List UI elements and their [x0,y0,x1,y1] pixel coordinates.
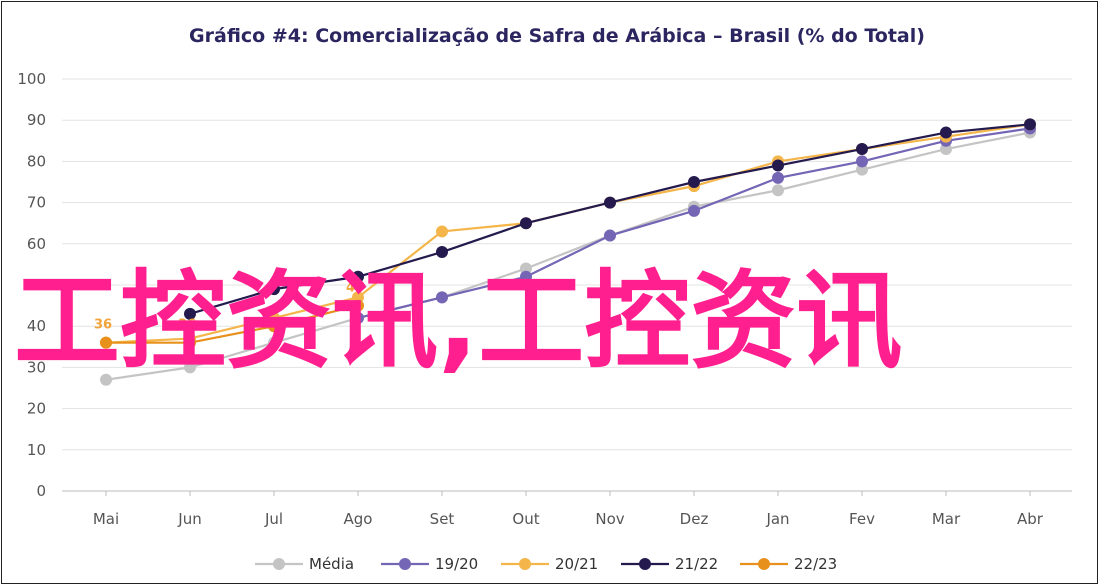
legend-item: 19/20 [381,555,478,573]
y-tick-label: 10 [27,441,46,459]
series-22/23 [100,299,364,349]
data-point [352,311,364,324]
data-labels: 36 36 45 [94,281,364,333]
data-point [352,299,364,312]
data-point [940,143,952,156]
x-tick-label: Mai [93,510,119,528]
series-19/20 [352,122,1036,324]
data-point [100,373,112,386]
data-point [184,361,196,374]
legend-label: 22/23 [794,555,837,573]
data-label: 36 [94,318,112,333]
y-tick-label: 0 [36,482,46,500]
data-point [604,229,616,242]
data-point [268,311,280,324]
data-point [100,336,112,349]
data-label: 45 [346,281,364,296]
data-point [940,126,952,139]
data-point [856,163,868,176]
x-tick-label: Nov [595,510,624,528]
data-point [520,262,532,275]
data-point [352,291,364,304]
x-tick-label: Mar [932,510,961,528]
data-point [604,196,616,209]
legend-item: Média [255,555,354,573]
data-point [688,204,700,217]
legend: Média 19/20 20/21 21/22 22/23 [255,555,837,573]
y-tick-label: 50 [27,276,46,294]
series-line [105,131,1031,381]
watermark-text: 工控资讯,工控资讯 [14,260,902,383]
legend-item: 22/23 [740,555,837,573]
data-point [688,176,700,188]
data-point [268,283,280,296]
y-tick-label: 90 [27,111,46,129]
legend-label: 19/20 [435,555,478,573]
data-point [436,225,448,238]
legend-swatch-marker [639,558,651,570]
y-tick-label: 20 [27,400,46,418]
legend-swatch-marker [273,558,285,570]
x-tick-label: Out [512,510,539,528]
x-axis-ticks: Mai Jun Jul Ago Set Out Nov Dez Jan Fev Mar Abr [93,491,1044,528]
series-group [100,118,1036,386]
y-axis-ticks: 0 10 20 30 40 50 60 70 80 90 100 [17,70,46,500]
legend-label: 21/22 [675,555,718,573]
chart-title: Gráfico #4: Comercialização de Safra de … [189,25,925,47]
x-tick-label: Dez [680,510,709,528]
data-point [772,171,784,184]
legend-label: Média [309,555,354,573]
data-point [856,143,868,156]
y-tick-label: 30 [27,358,46,376]
x-tick-label: Jul [264,510,283,528]
series-21/22 [184,118,1036,320]
x-tick-label: Abr [1017,510,1044,528]
legend-swatch-marker [399,558,411,570]
legend-label: 20/21 [555,555,598,573]
legend-swatch-marker [758,558,770,570]
x-tick-label: Jan [765,510,789,528]
data-point [268,336,280,349]
y-tick-label: 40 [27,317,46,335]
legend-item: 21/22 [621,555,718,573]
legend-item: 20/21 [501,555,598,573]
data-point [772,159,784,172]
data-point [520,217,532,230]
data-label: 36 [178,318,196,333]
data-point [856,155,868,168]
data-point [520,270,532,283]
x-tick-label: Jun [177,510,201,528]
x-tick-label: Fev [849,510,875,528]
x-tick-label: Set [430,510,455,528]
series-line [106,304,359,344]
gridlines [62,78,1072,492]
data-point [184,336,196,349]
data-point [184,307,196,320]
y-tick-label: 60 [27,235,46,253]
data-point [436,291,448,304]
data-point [436,246,448,259]
data-point [352,270,364,283]
data-point [772,184,784,197]
data-point [268,320,280,333]
data-point [1024,118,1036,131]
y-tick-label: 100 [17,70,46,88]
y-tick-label: 70 [27,194,46,212]
legend-swatch-marker [519,558,531,570]
x-tick-label: Ago [344,510,373,528]
y-tick-label: 80 [27,152,46,170]
